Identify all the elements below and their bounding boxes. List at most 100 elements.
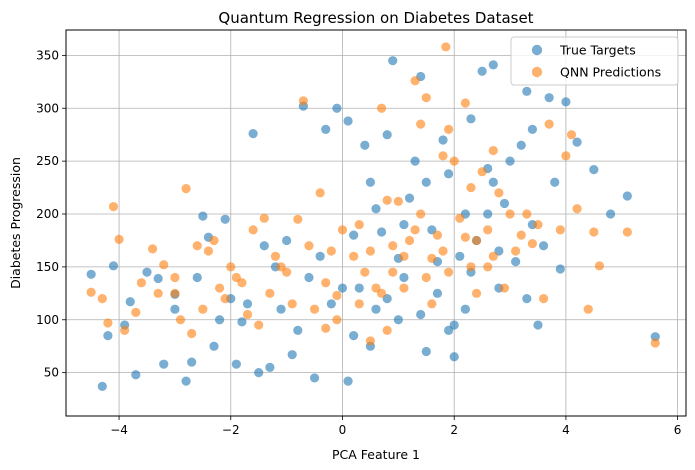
true-target-point	[108, 261, 119, 271]
qnn-prediction-point	[460, 232, 470, 242]
true-target-point	[466, 114, 476, 124]
y-tick-label: 300	[36, 101, 59, 115]
true-target-point	[371, 204, 381, 214]
qnn-prediction-point	[220, 294, 230, 304]
qnn-prediction-point	[131, 307, 141, 317]
qnn-prediction-point	[460, 98, 470, 108]
series-true-targets	[86, 56, 660, 391]
qnn-prediction-point	[382, 325, 392, 335]
qnn-prediction-point	[488, 251, 498, 261]
qnn-prediction-point	[505, 209, 515, 219]
true-target-point	[388, 56, 398, 66]
x-tick-label: 2	[450, 423, 458, 437]
true-target-point	[516, 140, 526, 150]
qnn-prediction-point	[404, 235, 415, 246]
qnn-prediction-point	[410, 225, 420, 235]
true-target-point	[220, 214, 230, 224]
true-target-point	[650, 332, 660, 342]
qnn-prediction-point	[270, 251, 281, 261]
true-target-point	[605, 209, 616, 219]
qnn-prediction-point	[427, 299, 437, 309]
x-tick-label: 6	[674, 423, 682, 437]
true-target-point	[365, 177, 376, 187]
qnn-prediction-point	[399, 251, 409, 261]
qnn-prediction-point	[538, 294, 549, 304]
true-target-point	[477, 66, 487, 76]
qnn-prediction-point	[388, 241, 398, 251]
true-target-point	[293, 325, 303, 335]
qnn-prediction-point	[471, 235, 482, 246]
x-tick-label: 0	[339, 423, 347, 437]
qnn-prediction-point	[159, 260, 169, 270]
true-target-point	[393, 315, 403, 325]
qnn-prediction-point	[499, 283, 510, 293]
true-target-point	[125, 297, 135, 307]
qnn-prediction-point	[226, 262, 236, 272]
true-target-point	[170, 304, 180, 314]
qnn-prediction-point	[561, 151, 571, 161]
data-points	[86, 42, 660, 391]
qnn-prediction-point	[444, 124, 454, 135]
legend: True Targets QNN Predictions	[510, 36, 679, 86]
qnn-prediction-point	[393, 196, 403, 206]
true-target-point	[499, 198, 510, 209]
true-target-point	[622, 191, 632, 201]
true-target-point	[282, 235, 292, 246]
axis-ticks: −4 −2 0 2 4 6 50 100 150 200 250 300 350	[36, 48, 681, 437]
true-target-point	[505, 156, 515, 166]
true-target-point	[159, 359, 169, 369]
true-target-point	[181, 376, 191, 386]
qnn-prediction-point	[399, 283, 409, 293]
true-target-point	[215, 315, 225, 325]
qnn-prediction-point	[170, 288, 180, 298]
qnn-prediction-point	[231, 272, 241, 283]
qnn-prediction-point	[483, 262, 493, 272]
true-target-point	[131, 370, 141, 380]
qnn-prediction-point	[416, 119, 426, 129]
qnn-prediction-point	[572, 204, 582, 214]
qnn-prediction-point	[455, 213, 465, 223]
qnn-prediction-point	[170, 272, 180, 283]
qnn-prediction-point	[153, 288, 163, 298]
legend-box	[510, 36, 679, 86]
true-target-point	[153, 273, 163, 284]
true-target-point	[332, 103, 342, 113]
qnn-prediction-point	[555, 225, 565, 235]
true-target-point	[550, 177, 560, 187]
qnn-prediction-point	[187, 328, 197, 339]
true-target-point	[237, 317, 247, 327]
qnn-prediction-point	[315, 188, 325, 198]
true-target-point	[321, 124, 331, 135]
qnn-prediction-point	[97, 294, 107, 304]
qnn-prediction-point	[488, 145, 498, 156]
true-target-point	[315, 251, 325, 261]
true-target-point	[399, 219, 409, 230]
qnn-prediction-point	[349, 251, 359, 261]
qnn-prediction-point	[298, 96, 308, 106]
qnn-prediction-point	[583, 304, 593, 314]
qnn-prediction-point	[650, 338, 660, 348]
true-target-point	[242, 299, 253, 309]
qnn-prediction-point	[522, 209, 532, 219]
grid-lines	[66, 30, 686, 416]
qnn-prediction-point	[215, 283, 225, 293]
true-target-point	[371, 304, 381, 314]
true-target-point	[192, 272, 202, 283]
qnn-prediction-point	[136, 278, 147, 288]
true-target-point	[360, 140, 370, 150]
qnn-prediction-point	[427, 253, 437, 264]
x-tick-label: −4	[110, 423, 128, 437]
qnn-prediction-point	[444, 267, 454, 277]
legend-label-qnn-predictions: QNN Predictions	[560, 65, 661, 80]
true-target-point	[416, 309, 426, 320]
true-target-point	[522, 86, 532, 96]
true-target-point	[265, 362, 275, 372]
y-tick-label: 50	[44, 366, 59, 380]
y-tick-label: 350	[36, 48, 59, 62]
true-target-point	[527, 124, 537, 135]
true-target-point	[555, 264, 565, 274]
qnn-prediction-point	[449, 156, 459, 166]
qnn-prediction-point	[511, 246, 521, 256]
qnn-prediction-point	[466, 262, 476, 272]
true-target-point	[287, 350, 297, 360]
